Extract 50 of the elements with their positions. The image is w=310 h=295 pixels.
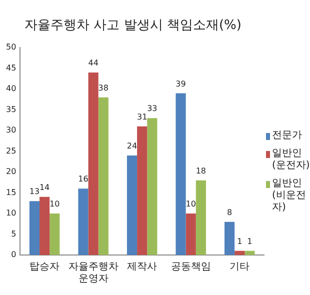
data-label: 1 xyxy=(247,236,252,246)
bar xyxy=(126,155,138,255)
data-label: 33 xyxy=(147,104,158,114)
y-tick-label: 10 xyxy=(6,208,16,218)
bar xyxy=(50,214,60,255)
y-tick-label: 5 xyxy=(11,229,16,238)
x-tick-label: 기타 xyxy=(230,262,250,273)
bar xyxy=(137,126,148,255)
data-label: 10 xyxy=(186,200,196,209)
data-label: 14 xyxy=(39,183,50,192)
data-label: 13 xyxy=(29,187,40,196)
data-label: 18 xyxy=(196,166,206,176)
bar xyxy=(147,118,158,255)
bar xyxy=(98,97,108,255)
bar xyxy=(196,180,206,255)
bar xyxy=(244,250,255,255)
data-label: 16 xyxy=(78,174,88,184)
data-label: 31 xyxy=(136,112,148,122)
x-tick-label: 자율주행차 운영자 xyxy=(68,262,118,285)
data-label: 44 xyxy=(88,58,98,68)
y-tick-label: 30 xyxy=(6,126,16,135)
data-label: 8 xyxy=(226,208,232,217)
bar xyxy=(186,214,196,255)
bar xyxy=(78,188,88,255)
y-tick-label: 0 xyxy=(11,250,16,260)
legend-label: 일반인(운전자) xyxy=(272,148,310,172)
bar xyxy=(224,222,235,255)
y-tick-label: 15 xyxy=(6,188,16,197)
y-tick-label: 20 xyxy=(6,167,16,176)
x-tick-label: 공동책임 xyxy=(170,262,211,273)
y-tick-label: 45 xyxy=(6,63,16,72)
y-tick-label: 35 xyxy=(6,104,16,114)
y-tick-label: 50 xyxy=(6,42,16,52)
data-label: 24 xyxy=(126,142,138,151)
data-label: 10 xyxy=(50,200,60,209)
bar xyxy=(88,72,98,255)
legend-label: 일반인(비운전자) xyxy=(272,178,307,214)
bar xyxy=(176,93,186,255)
legend-label: 전문가 xyxy=(272,130,302,142)
y-tick-label: 40 xyxy=(6,84,16,94)
data-label: 39 xyxy=(176,79,186,88)
data-label: 38 xyxy=(98,83,108,92)
x-tick-label: 제작사 xyxy=(127,262,158,273)
bar xyxy=(234,250,245,255)
y-tick-label: 25 xyxy=(6,146,16,156)
chart-title: 자율주행차 사고 발생시 책임소재(%) xyxy=(24,18,242,34)
bar xyxy=(40,196,50,255)
data-label: 1 xyxy=(237,236,242,246)
x-tick-label: 탑승자 xyxy=(30,262,60,273)
bar xyxy=(29,201,40,255)
